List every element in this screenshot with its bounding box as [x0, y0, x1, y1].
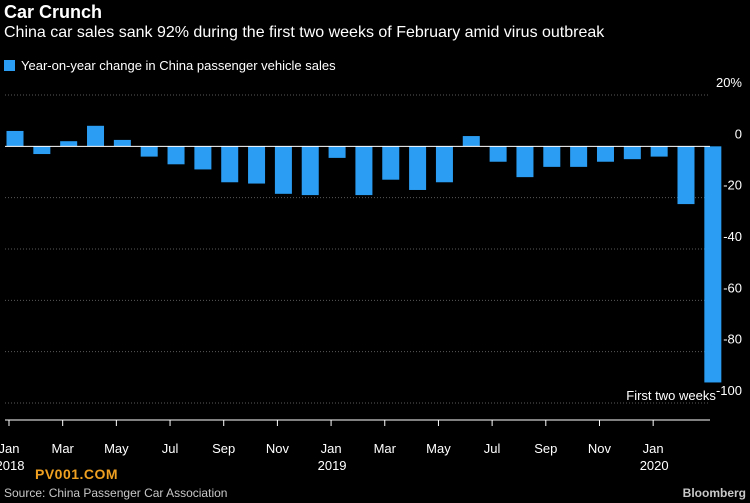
- y-tick-label: -80: [723, 332, 742, 347]
- bar: [194, 146, 212, 170]
- x-year-label: 2019: [318, 458, 347, 473]
- x-tick-label: Nov: [266, 441, 290, 456]
- legend-swatch: [4, 60, 15, 71]
- bar: [704, 146, 722, 383]
- y-tick-label: -100: [716, 383, 742, 398]
- x-tick-label: Jan: [0, 441, 19, 456]
- brand-logo: Bloomberg: [682, 486, 746, 500]
- bar: [570, 146, 588, 167]
- y-tick-label: -40: [723, 229, 742, 244]
- bar: [489, 146, 507, 162]
- bar: [221, 146, 239, 183]
- x-tick-label: Mar: [374, 441, 397, 456]
- legend-label: Year-on-year change in China passenger v…: [21, 58, 336, 73]
- bar: [382, 146, 400, 180]
- bar: [355, 146, 373, 196]
- bar: [543, 146, 561, 167]
- bar: [33, 146, 51, 155]
- watermark: PV001.COM: [35, 466, 119, 482]
- x-tick-label: May: [104, 441, 129, 456]
- source-note: Source: China Passenger Car Association: [4, 486, 228, 500]
- bar: [87, 125, 105, 147]
- bar: [301, 146, 319, 196]
- chart-subtitle: China car sales sank 92% during the firs…: [4, 24, 605, 41]
- bar: [409, 146, 427, 190]
- bar: [248, 146, 266, 184]
- bar: [623, 146, 641, 160]
- bar: [650, 146, 668, 157]
- x-tick-label: Nov: [588, 441, 612, 456]
- bar: [462, 136, 480, 147]
- bar: [274, 146, 292, 194]
- bar: [113, 139, 131, 147]
- annotation-label: First two weeks: [626, 388, 716, 403]
- y-tick-label: -20: [723, 178, 742, 193]
- y-tick-label: 20%: [716, 75, 742, 90]
- x-year-label: 2018: [0, 458, 24, 473]
- bar: [435, 146, 453, 183]
- y-tick-label: 0: [735, 126, 742, 141]
- x-tick-label: Jul: [484, 441, 501, 456]
- legend: Year-on-year change in China passenger v…: [4, 58, 336, 73]
- x-tick-label: Sep: [212, 441, 235, 456]
- bar: [140, 146, 158, 157]
- y-tick-label: -60: [723, 280, 742, 295]
- bar: [328, 146, 346, 158]
- x-tick-label: Mar: [51, 441, 74, 456]
- x-tick-label: May: [426, 441, 451, 456]
- bar: [167, 146, 185, 165]
- bar: [6, 130, 24, 147]
- bar: [516, 146, 534, 178]
- x-tick-label: Sep: [534, 441, 557, 456]
- x-tick-label: Jul: [162, 441, 179, 456]
- chart-title: Car Crunch: [4, 2, 103, 22]
- bar: [60, 141, 78, 147]
- bar: [677, 146, 695, 205]
- bar: [596, 146, 614, 162]
- x-year-label: 2020: [640, 458, 669, 473]
- x-tick-label: Jan: [321, 441, 342, 456]
- x-tick-label: Jan: [643, 441, 664, 456]
